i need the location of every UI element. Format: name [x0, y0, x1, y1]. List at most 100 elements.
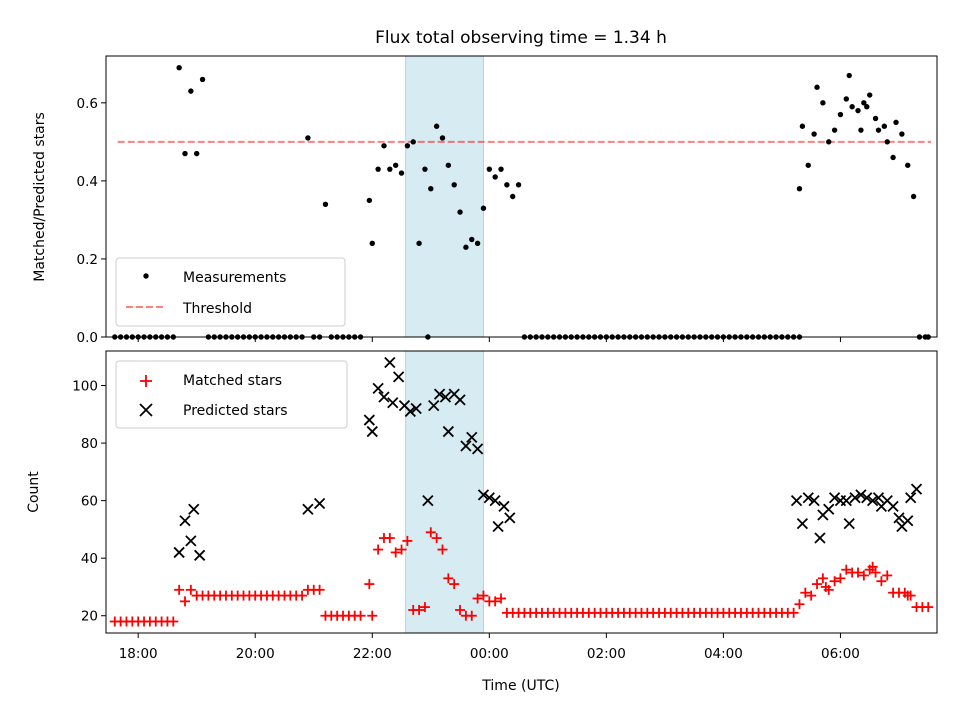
- measurement-point: [498, 166, 504, 172]
- predicted-stars-point: [861, 492, 873, 504]
- measurement-point: [422, 166, 428, 172]
- measurement-point: [428, 185, 434, 192]
- matched-stars-point: [367, 610, 378, 621]
- measurement-point: [905, 162, 911, 168]
- measurement-point: [366, 197, 373, 204]
- matched-stars-point: [364, 579, 375, 590]
- measurement-point: [805, 162, 811, 168]
- measurement-point: [843, 96, 849, 102]
- measurement-point: [515, 182, 522, 188]
- matched-stars-point: [858, 570, 869, 581]
- matched-stars-point: [794, 599, 805, 610]
- measurement-point: [194, 150, 200, 157]
- bottom-y-ticks: 20 40 60 80 100: [72, 379, 106, 625]
- top-y-tick-label: 0.6: [77, 96, 98, 112]
- measurement-point: [375, 166, 381, 172]
- measurement-point: [188, 88, 194, 94]
- measurement-point: [846, 72, 852, 79]
- predicted-stars-point: [466, 431, 478, 443]
- measurement-point: [416, 240, 422, 247]
- bottom-y-tick-label: 20: [81, 609, 98, 625]
- x-tick-label: 22:00: [353, 646, 392, 662]
- predicted-stars-point: [454, 394, 466, 406]
- matched-stars-point: [373, 544, 384, 555]
- matched-stars-point: [876, 576, 887, 587]
- measurement-point: [864, 104, 870, 110]
- matched-stars-point: [384, 533, 395, 544]
- measurement-point: [811, 131, 817, 137]
- predicted-stars-point: [872, 492, 885, 504]
- matched-stars-point: [496, 593, 507, 604]
- predicted-stars-point: [504, 512, 516, 524]
- matched-stars-point: [449, 579, 460, 590]
- measurement-point: [881, 123, 888, 129]
- measurement-point: [492, 174, 498, 180]
- predicted-stars-point: [185, 535, 197, 547]
- x-tick-label: 18:00: [119, 646, 158, 662]
- predicted-stars-point: [849, 492, 861, 504]
- measurement-point: [369, 240, 375, 247]
- predicted-stars-point: [796, 518, 809, 530]
- bottom-legend-frame: [115, 360, 348, 429]
- measurement-point: [387, 166, 393, 172]
- predicted-stars-point: [384, 356, 396, 369]
- bottom-y-axis-label: Count: [26, 471, 42, 513]
- matched-stars-point: [425, 527, 436, 538]
- predicted-stars-point: [387, 397, 399, 409]
- x-tick-label: 02:00: [587, 646, 626, 662]
- measurement-point: [486, 166, 493, 172]
- bottom-axes-frame: [105, 350, 938, 634]
- measurement-point: [305, 135, 311, 141]
- matched-stars-point: [841, 564, 852, 575]
- matched-stars-point: [490, 596, 501, 607]
- legend-matched-stars-label: Matched stars: [183, 373, 282, 389]
- matched-stars-point: [174, 584, 185, 595]
- predicted-stars-point: [498, 500, 510, 513]
- matched-stars-point: [402, 535, 413, 546]
- predicted-stars-point: [460, 440, 472, 452]
- matched-stars-point: [823, 584, 834, 595]
- measurement-point: [861, 100, 867, 106]
- matched-stars-point: [829, 576, 840, 587]
- predicted-stars-point: [363, 414, 375, 426]
- measurement-point: [826, 139, 832, 145]
- measurement-point: [474, 240, 481, 247]
- predicted-stars-point: [442, 425, 454, 438]
- bottom-points-layer: [109, 356, 934, 627]
- measurement-point: [410, 139, 416, 145]
- matched-stars-point: [185, 584, 196, 595]
- measurement-point: [510, 193, 516, 200]
- matched-stars-point: [419, 602, 430, 613]
- predicted-stars-point: [893, 512, 905, 524]
- predicted-stars-point: [866, 494, 879, 507]
- predicted-stars-point: [814, 532, 826, 544]
- legend-matched-stars-marker: [140, 375, 152, 387]
- matched-stars-point: [390, 547, 401, 558]
- measurement-point: [867, 92, 873, 98]
- x-tick-label: 00:00: [470, 646, 509, 662]
- measurement-point: [398, 170, 405, 176]
- x-axis-label: Time (UTC): [481, 678, 559, 694]
- measurement-point: [899, 131, 905, 137]
- predicted-stars-point: [477, 489, 490, 501]
- measurement-point: [796, 185, 803, 192]
- matched-stars-point: [806, 590, 817, 601]
- predicted-stars-point: [372, 382, 384, 395]
- x-tick-label: 06:00: [821, 646, 860, 662]
- matched-stars-point: [788, 607, 799, 618]
- predicted-stars-point: [193, 549, 206, 561]
- observing-window-span: [405, 55, 484, 338]
- measurement-point: [910, 193, 917, 200]
- predicted-stars-point: [439, 391, 452, 403]
- x-tick-label: 20:00: [236, 646, 275, 662]
- predicted-stars-point: [302, 503, 314, 515]
- predicted-stars-point: [790, 494, 803, 507]
- measurement-point: [831, 127, 838, 133]
- top-legend: Measurements Threshold: [115, 257, 346, 327]
- matched-stars-point: [905, 590, 916, 601]
- predicted-stars-point: [392, 371, 405, 383]
- predicted-stars-point: [828, 492, 841, 504]
- matched-stars-point: [396, 544, 407, 555]
- predicted-stars-point: [410, 402, 422, 415]
- matched-stars-point: [882, 570, 893, 581]
